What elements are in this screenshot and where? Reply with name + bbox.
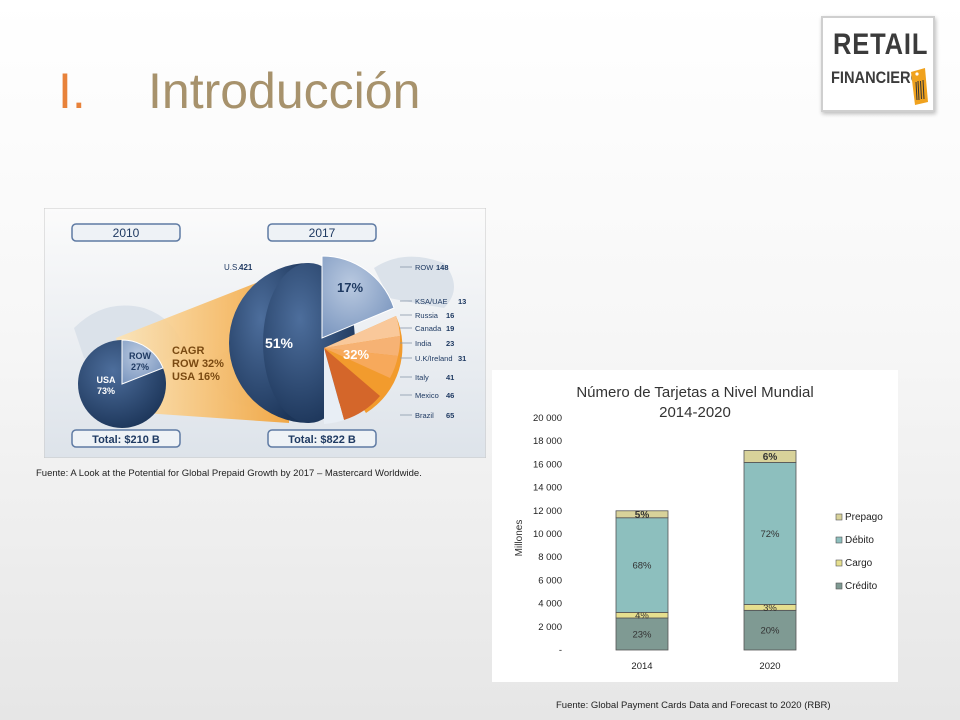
country-value: 65 — [446, 411, 454, 420]
country-name: KSA/UAE — [415, 297, 448, 306]
x-tick-label: 2020 — [759, 661, 780, 672]
country-value: 41 — [446, 373, 454, 382]
usa-2010-pct: 73% — [97, 386, 115, 396]
y-tick-label: 6 000 — [538, 575, 562, 586]
title-number: I. — [58, 63, 86, 119]
bar-segment — [615, 517, 669, 613]
country-value: 19 — [446, 324, 454, 333]
chart-subtitle: 2014-2020 — [659, 404, 731, 421]
logo-line-2: FINANCIERO — [831, 68, 922, 87]
y-axis-label: Millones — [514, 520, 525, 557]
chart-title: Número de Tarjetas a Nivel Mundial — [576, 384, 813, 401]
country-list: ROW 148 KSA/UAE 13 Russia 16 Canada 19 India 23 U.… — [400, 263, 466, 420]
legend-swatch — [835, 582, 843, 590]
y-tick-label: 12 000 — [533, 506, 562, 517]
y-tick-label: 4 000 — [538, 599, 562, 610]
slide-title: I. Introducción — [58, 56, 420, 126]
bar-data-label: 68% — [632, 561, 652, 572]
bar-data-label: 4% — [635, 611, 649, 622]
bar-segment — [743, 462, 797, 605]
legend-entry: Débito — [845, 535, 874, 546]
row-2017-pct: 17% — [337, 280, 363, 295]
us-2017-pct: 51% — [265, 335, 294, 351]
logo-line-1: RETAIL — [833, 28, 929, 61]
source-rbr: Fuente: Global Payment Cards Data and Fo… — [556, 700, 831, 711]
source-mastercard: Fuente: A Look at the Potential for Glob… — [36, 468, 422, 479]
bar-segment — [615, 617, 669, 651]
country-name: Brazil — [415, 411, 434, 420]
svg-text:Total: $210 B: Total: $210 B — [92, 434, 160, 446]
country-value: 23 — [446, 339, 454, 348]
retail-financiero-logo: RETAIL FINANCIERO — [821, 16, 935, 112]
country-name: Canada — [415, 324, 442, 333]
country-value: 13 — [458, 297, 466, 306]
country-name: Mexico — [415, 391, 439, 400]
country-name: Russia — [415, 311, 439, 320]
bar-data-label: 20% — [760, 626, 780, 637]
bar-data-label: 23% — [632, 629, 652, 640]
svg-text:U.S.: U.S. — [224, 263, 240, 272]
country-name: India — [415, 339, 432, 348]
y-tick-label: 10 000 — [533, 529, 562, 540]
y-tick-label: 8 000 — [538, 552, 562, 563]
svg-text:2010: 2010 — [113, 226, 140, 240]
y-tick-label: 20 000 — [533, 413, 562, 424]
pie-2017: 51% 17% 32% — [229, 255, 403, 424]
country-name: U.K/Ireland — [415, 354, 453, 363]
country-value: 148 — [436, 263, 449, 272]
svg-text:ROW 32%: ROW 32% — [172, 358, 224, 370]
country-name: ROW — [415, 263, 434, 272]
y-tick-label: 18 000 — [533, 436, 562, 447]
y-tick-label: - — [559, 645, 562, 656]
total-2017: Total: $822 B — [267, 429, 377, 448]
cards-chart-svg: Número de Tarjetas a Nivel Mundial 2014-… — [514, 384, 883, 672]
year-box-2010: 2010 — [71, 223, 181, 242]
legend-entry: Prepago — [845, 512, 883, 523]
usa-2010-label: USA — [96, 375, 116, 385]
legend-swatch — [835, 559, 843, 567]
svg-text:CAGR: CAGR — [172, 345, 204, 357]
year-box-2017: 2017 — [267, 223, 377, 242]
bar-segment — [743, 450, 797, 463]
svg-text:USA 16%: USA 16% — [172, 371, 220, 383]
price-tag-icon — [911, 68, 928, 105]
country-value: 31 — [458, 354, 466, 363]
legend-swatch — [835, 536, 843, 544]
y-tick-label: 2 000 — [538, 622, 562, 633]
bar-data-label: 5% — [635, 510, 650, 521]
legend-entry: Cargo — [845, 558, 873, 569]
row-2010-label: ROW — [129, 351, 152, 361]
cards-chart: Número de Tarjetas a Nivel Mundial 2014-… — [492, 370, 898, 682]
svg-text:2017: 2017 — [309, 226, 336, 240]
y-tick-label: 16 000 — [533, 459, 562, 470]
country-name: Italy — [415, 373, 429, 382]
y-tick-label: 14 000 — [533, 483, 562, 494]
title-text: Introducción — [148, 63, 421, 119]
bar-data-label: 72% — [760, 529, 780, 540]
legend-swatch — [835, 513, 843, 521]
cagr-label: CAGR ROW 32% USA 16% — [172, 345, 224, 383]
bar-data-label: 3% — [763, 603, 777, 614]
total-2010: Total: $210 B — [71, 429, 181, 448]
bar-data-label: 6% — [763, 452, 778, 463]
x-tick-label: 2014 — [631, 661, 652, 672]
bar-segment — [743, 609, 797, 651]
bar-segment — [615, 510, 669, 519]
us-2017-value: U.S. 421 — [224, 263, 253, 272]
other-2017-pct: 32% — [343, 347, 369, 362]
row-2010-pct: 27% — [131, 362, 149, 372]
legend-entry: Crédito — [845, 581, 878, 592]
country-value: 16 — [446, 311, 454, 320]
prepaid-growth-image: 2010 2017 USA 73% ROW 27% CAGR ROW 32% U… — [44, 208, 486, 458]
svg-text:Total: $822 B: Total: $822 B — [288, 434, 356, 446]
pie-2010: USA 73% ROW 27% — [78, 339, 166, 428]
svg-text:421: 421 — [239, 263, 253, 272]
country-value: 46 — [446, 391, 454, 400]
